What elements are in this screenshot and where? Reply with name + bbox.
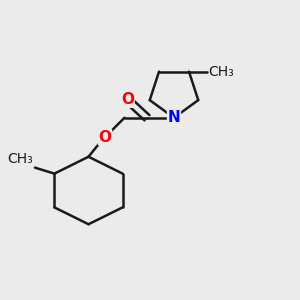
Text: O: O: [121, 92, 134, 107]
Text: CH₃: CH₃: [208, 64, 234, 79]
Text: O: O: [98, 130, 112, 145]
Text: N: N: [168, 110, 180, 125]
Text: CH₃: CH₃: [8, 152, 33, 166]
